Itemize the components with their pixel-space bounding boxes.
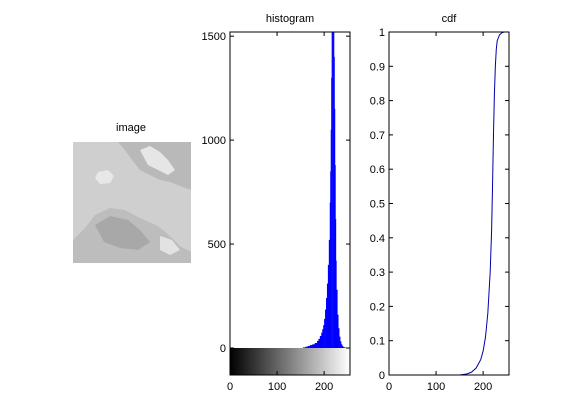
histogram-bar bbox=[331, 77, 332, 349]
histogram-bar bbox=[339, 336, 341, 348]
histogram-bar bbox=[330, 171, 332, 348]
histogram-x-ticks: 0 100 200 bbox=[227, 32, 333, 393]
cdf-x-tick-label: 100 bbox=[427, 381, 445, 393]
histogram-bar bbox=[332, 32, 333, 348]
histogram-bar bbox=[337, 314, 339, 348]
cdf-y-tick-label: 0.6 bbox=[370, 164, 385, 176]
histogram-bars bbox=[302, 32, 348, 349]
image-title: image bbox=[116, 122, 146, 134]
histogram-bar bbox=[342, 346, 345, 348]
histogram-bar bbox=[317, 340, 319, 348]
cdf-x-tick-label: 200 bbox=[474, 381, 492, 393]
histogram-bar bbox=[305, 346, 308, 348]
image-region-highlight-left bbox=[95, 170, 114, 184]
histogram-bar bbox=[307, 345, 311, 348]
histogram-grayscale-colorbar bbox=[230, 348, 350, 375]
cdf-y-tick-label: 0.7 bbox=[370, 130, 385, 142]
histogram-bar bbox=[321, 332, 323, 348]
histogram-bar bbox=[335, 219, 337, 348]
histogram-bar bbox=[332, 32, 334, 348]
histogram-bar bbox=[335, 260, 337, 348]
histogram-bar bbox=[324, 318, 326, 348]
cdf-y-tick-label: 0.3 bbox=[370, 267, 385, 279]
cdf-panel: cdf 0 0.1 0.2 0.3 0.4 0.5 0.6 0.7 0.8 0.9 1 0 100 20… bbox=[370, 13, 510, 393]
cdf-y-tick-label: 0.1 bbox=[370, 336, 385, 348]
cdf-x-ticks: 0 100 200 bbox=[386, 32, 492, 393]
histogram-x-tick-label: 200 bbox=[315, 381, 333, 393]
histogram-bar bbox=[329, 202, 331, 348]
histogram-bar bbox=[340, 341, 342, 348]
cdf-title: cdf bbox=[442, 13, 458, 25]
image-region-highlight-top bbox=[140, 146, 175, 175]
histogram-bar bbox=[333, 32, 334, 348]
histogram-bar bbox=[336, 289, 338, 348]
cdf-y-tick-label: 1 bbox=[379, 27, 385, 39]
histogram-y-tick-label: 1500 bbox=[202, 31, 226, 43]
cdf-y-tick-label: 0.2 bbox=[370, 301, 385, 313]
histogram-y-tick-label: 1000 bbox=[202, 135, 226, 147]
histogram-bar bbox=[322, 329, 324, 348]
histogram-bar bbox=[334, 108, 336, 348]
histogram-bar bbox=[302, 347, 306, 348]
image-region-shadow-bottom bbox=[95, 216, 150, 250]
histogram-bar bbox=[334, 56, 335, 348]
cdf-y-tick-label: 0.5 bbox=[370, 199, 385, 211]
histogram-axes-box bbox=[229, 31, 351, 376]
histogram-panel: histogram 0 500 1000 1500 0 100 200 bbox=[202, 13, 351, 393]
histogram-x-tick-label: 0 bbox=[227, 381, 233, 393]
histogram-y-ticks: 0 500 1000 1500 bbox=[202, 31, 350, 355]
histogram-y-tick-label: 500 bbox=[208, 239, 226, 251]
histogram-bar bbox=[326, 298, 328, 348]
image-panel: image bbox=[73, 122, 191, 263]
histogram-bar bbox=[326, 283, 329, 348]
histogram-bar bbox=[325, 309, 327, 348]
cdf-y-tick-label: 0 bbox=[379, 370, 385, 382]
image-thumbnail bbox=[73, 142, 191, 263]
cdf-series-line bbox=[389, 31, 509, 376]
histogram-bar bbox=[327, 264, 330, 348]
histogram-bar bbox=[314, 343, 318, 348]
histogram-bar bbox=[342, 345, 344, 348]
histogram-bar bbox=[333, 32, 335, 348]
cdf-y-tick-label: 0.9 bbox=[370, 61, 385, 73]
histogram-bar bbox=[330, 129, 332, 348]
histogram-bar bbox=[323, 325, 325, 348]
cdf-y-ticks: 0 0.1 0.2 0.3 0.4 0.5 0.6 0.7 0.8 0.9 1 bbox=[370, 27, 509, 382]
image-region-highlight-bottom bbox=[160, 236, 180, 255]
histogram-bar bbox=[310, 345, 313, 348]
histogram-bar bbox=[338, 328, 340, 348]
histogram-x-tick-label: 100 bbox=[268, 381, 286, 393]
histogram-bar bbox=[312, 344, 315, 348]
histogram-bar bbox=[334, 165, 336, 348]
cdf-y-tick-label: 0.4 bbox=[370, 233, 385, 245]
histogram-bar bbox=[328, 239, 331, 348]
histogram-bar bbox=[318, 338, 321, 348]
histogram-bar bbox=[319, 335, 322, 348]
histogram-bar bbox=[331, 32, 333, 348]
histogram-y-tick-label: 0 bbox=[220, 343, 226, 355]
histogram-title: histogram bbox=[266, 13, 314, 25]
cdf-x-tick-label: 0 bbox=[386, 381, 392, 393]
histogram-bar bbox=[341, 344, 343, 348]
cdf-y-tick-label: 0.8 bbox=[370, 96, 385, 108]
